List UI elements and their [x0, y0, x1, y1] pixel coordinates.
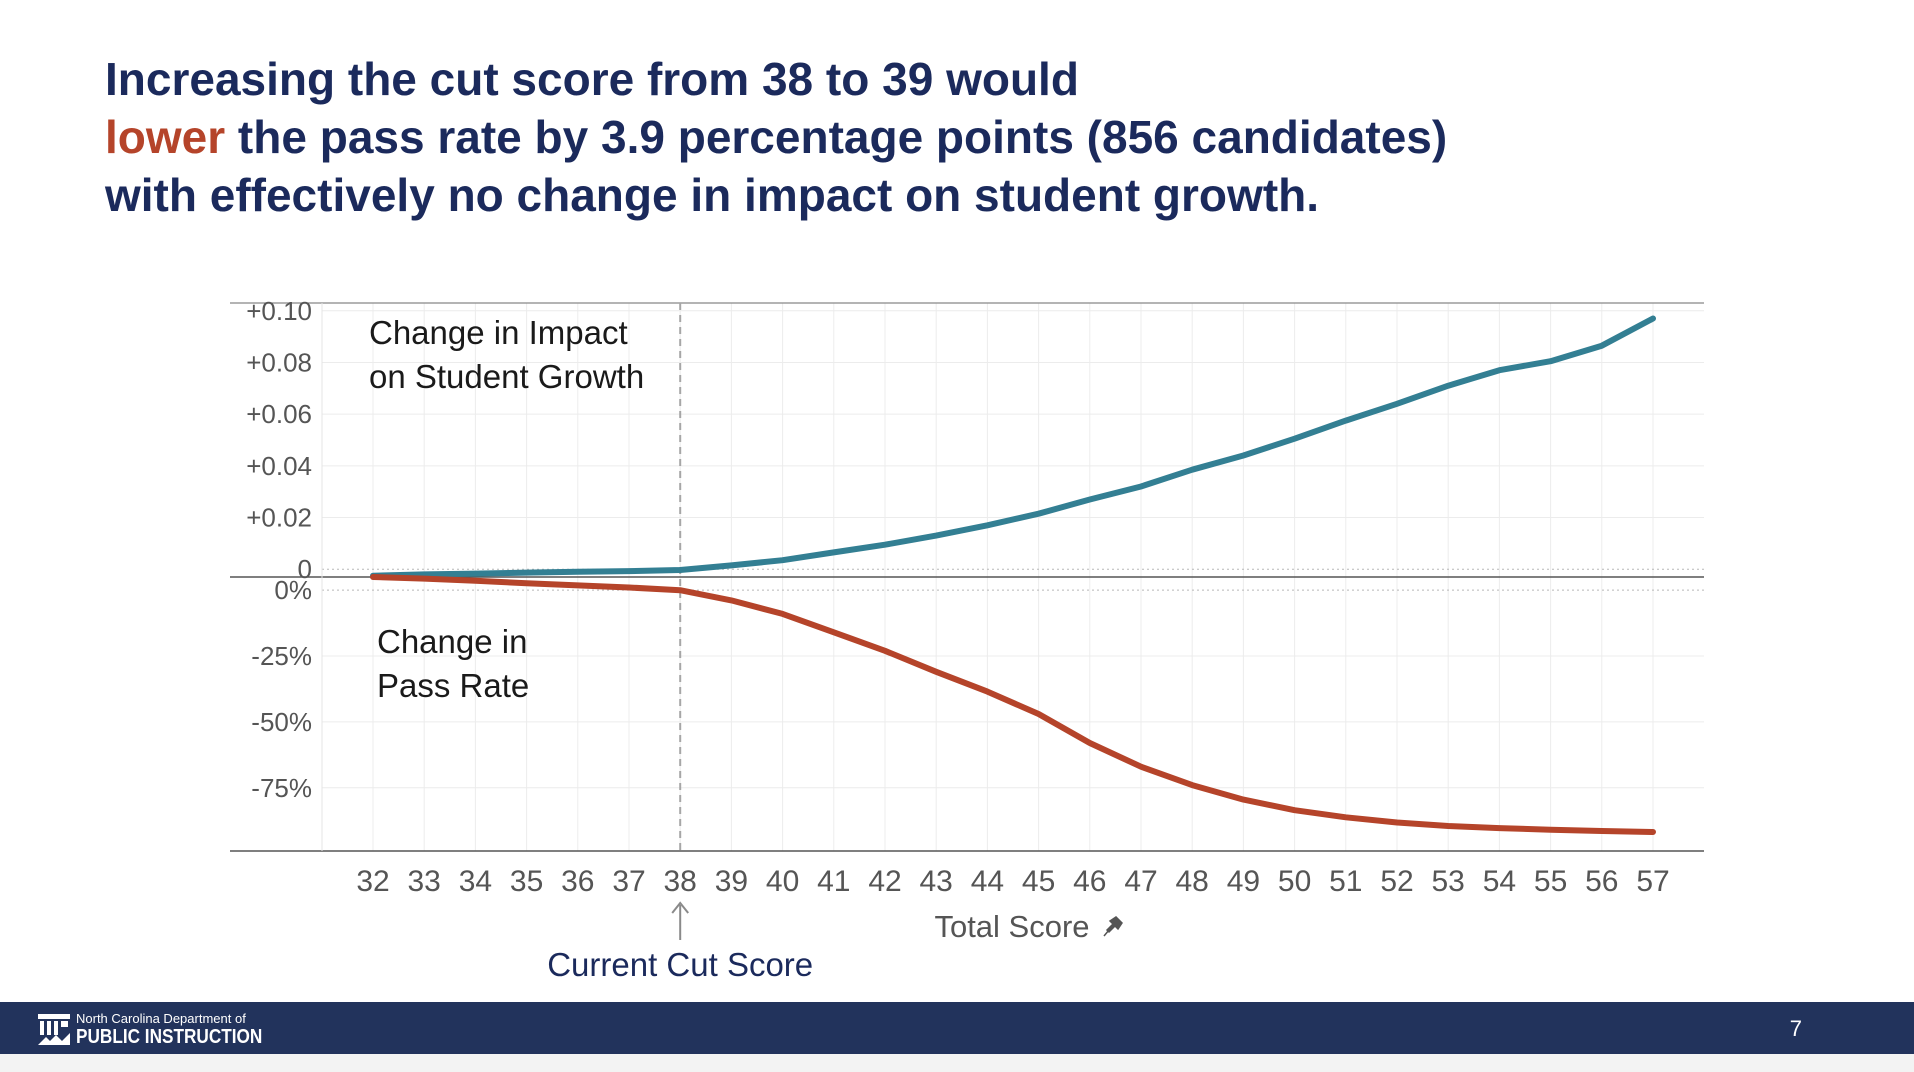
y-tick-label: +0.08 [246, 347, 312, 377]
y-tick-label: 0 [298, 554, 312, 584]
org-name-large: PUBLIC INSTRUCTION [76, 1026, 263, 1048]
title-line-3: with effectively no change in impact on … [105, 166, 1805, 224]
ncdpi-logo-icon [38, 1014, 70, 1045]
title-emphasis: 39 [882, 53, 934, 105]
growth-panel-label: on Student Growth [369, 358, 644, 395]
page-number: 7 [1789, 1016, 1802, 1041]
x-tick-label: 34 [459, 865, 492, 898]
y-tick-label: +0.02 [246, 503, 312, 533]
title-text: in impact on student growth. [677, 169, 1320, 221]
title-emphasis: 38 [761, 53, 814, 105]
title-text: ) [1431, 111, 1448, 163]
org-name-small: North Carolina Department of [76, 1011, 246, 1026]
x-tick-label: 32 [356, 865, 389, 898]
title-text: percentage points ( [664, 111, 1103, 163]
title-text: to [813, 53, 883, 105]
title-text: Increasing the cut score from [105, 53, 762, 105]
x-tick-label: 56 [1585, 865, 1618, 898]
slide-title: Increasing the cut score from 38 to 39 w… [105, 50, 1805, 224]
title-emphasis: no change [447, 169, 678, 221]
x-tick-label: 44 [971, 865, 1004, 898]
x-tick-label: 53 [1432, 865, 1465, 898]
x-tick-label: 46 [1073, 865, 1106, 898]
x-tick-label: 49 [1227, 865, 1260, 898]
x-tick-label: 35 [510, 865, 543, 898]
title-highlight: lower [105, 111, 226, 163]
x-tick-label: 36 [561, 865, 594, 898]
text-layer: 0 +0.02 +0.04 +0.06 +0.08 +0.10 0% -25% -50% -75%… [246, 296, 1669, 983]
title-line-1: Increasing the cut score from 38 to 39 w… [105, 50, 1805, 108]
title-emphasis: 856 candidates [1102, 111, 1432, 163]
x-tick-label: 33 [408, 865, 441, 898]
x-tick-label: 42 [868, 865, 901, 898]
x-tick-label: 52 [1380, 865, 1413, 898]
y-tick-label: +0.04 [246, 451, 312, 481]
x-tick-label: 55 [1534, 865, 1567, 898]
y-tick-label: -75% [251, 773, 312, 803]
x-tick-label: 57 [1636, 865, 1669, 898]
title-text: would [933, 53, 1079, 105]
series-layer [370, 315, 1656, 835]
footer-bar: North Carolina Department of PUBLIC INST… [0, 1002, 1914, 1054]
x-tick-label: 50 [1278, 865, 1311, 898]
pin-icon [1103, 916, 1123, 937]
y-tick-label: -50% [251, 707, 312, 737]
cut-score-arrowhead [671, 901, 689, 914]
y-tick-label: -25% [251, 641, 312, 671]
x-tick-label: 40 [766, 865, 799, 898]
pass-rate-change-line [370, 574, 1656, 835]
y-tick-label: +0.10 [246, 296, 312, 326]
title-emphasis: 3.9 [600, 111, 665, 163]
y-tick-label: 0% [274, 575, 312, 605]
x-tick-label: 43 [920, 865, 953, 898]
pass-rate-panel-label: Change in [377, 623, 527, 660]
score-impact-chart: 0 +0.02 +0.04 +0.06 +0.08 +0.10 0% -25% -50% -75%… [230, 296, 1704, 983]
axes-layer [230, 302, 1704, 940]
title-text: the pass rate by [225, 111, 601, 163]
x-tick-label: 38 [664, 865, 697, 898]
title-line-2: lower the pass rate by 3.9 percentage po… [105, 108, 1805, 166]
x-tick-label: 54 [1483, 865, 1516, 898]
footer-bottom-strip [0, 1054, 1914, 1072]
cut-score-label: Current Cut Score [547, 946, 813, 983]
pass-rate-panel-label: Pass Rate [377, 667, 529, 704]
title-text: with effectively [105, 169, 448, 221]
growth-panel-label: Change in Impact [369, 314, 628, 351]
x-tick-label: 48 [1176, 865, 1209, 898]
x-axis-title: Total Score [934, 909, 1089, 944]
x-tick-label: 51 [1329, 865, 1362, 898]
x-tick-label: 39 [715, 865, 748, 898]
x-tick-label: 41 [817, 865, 850, 898]
y-tick-label: +0.06 [246, 399, 312, 429]
student-growth-impact-line [370, 315, 1656, 579]
x-tick-label: 45 [1022, 865, 1055, 898]
x-tick-label: 37 [612, 865, 645, 898]
x-tick-label: 47 [1124, 865, 1157, 898]
